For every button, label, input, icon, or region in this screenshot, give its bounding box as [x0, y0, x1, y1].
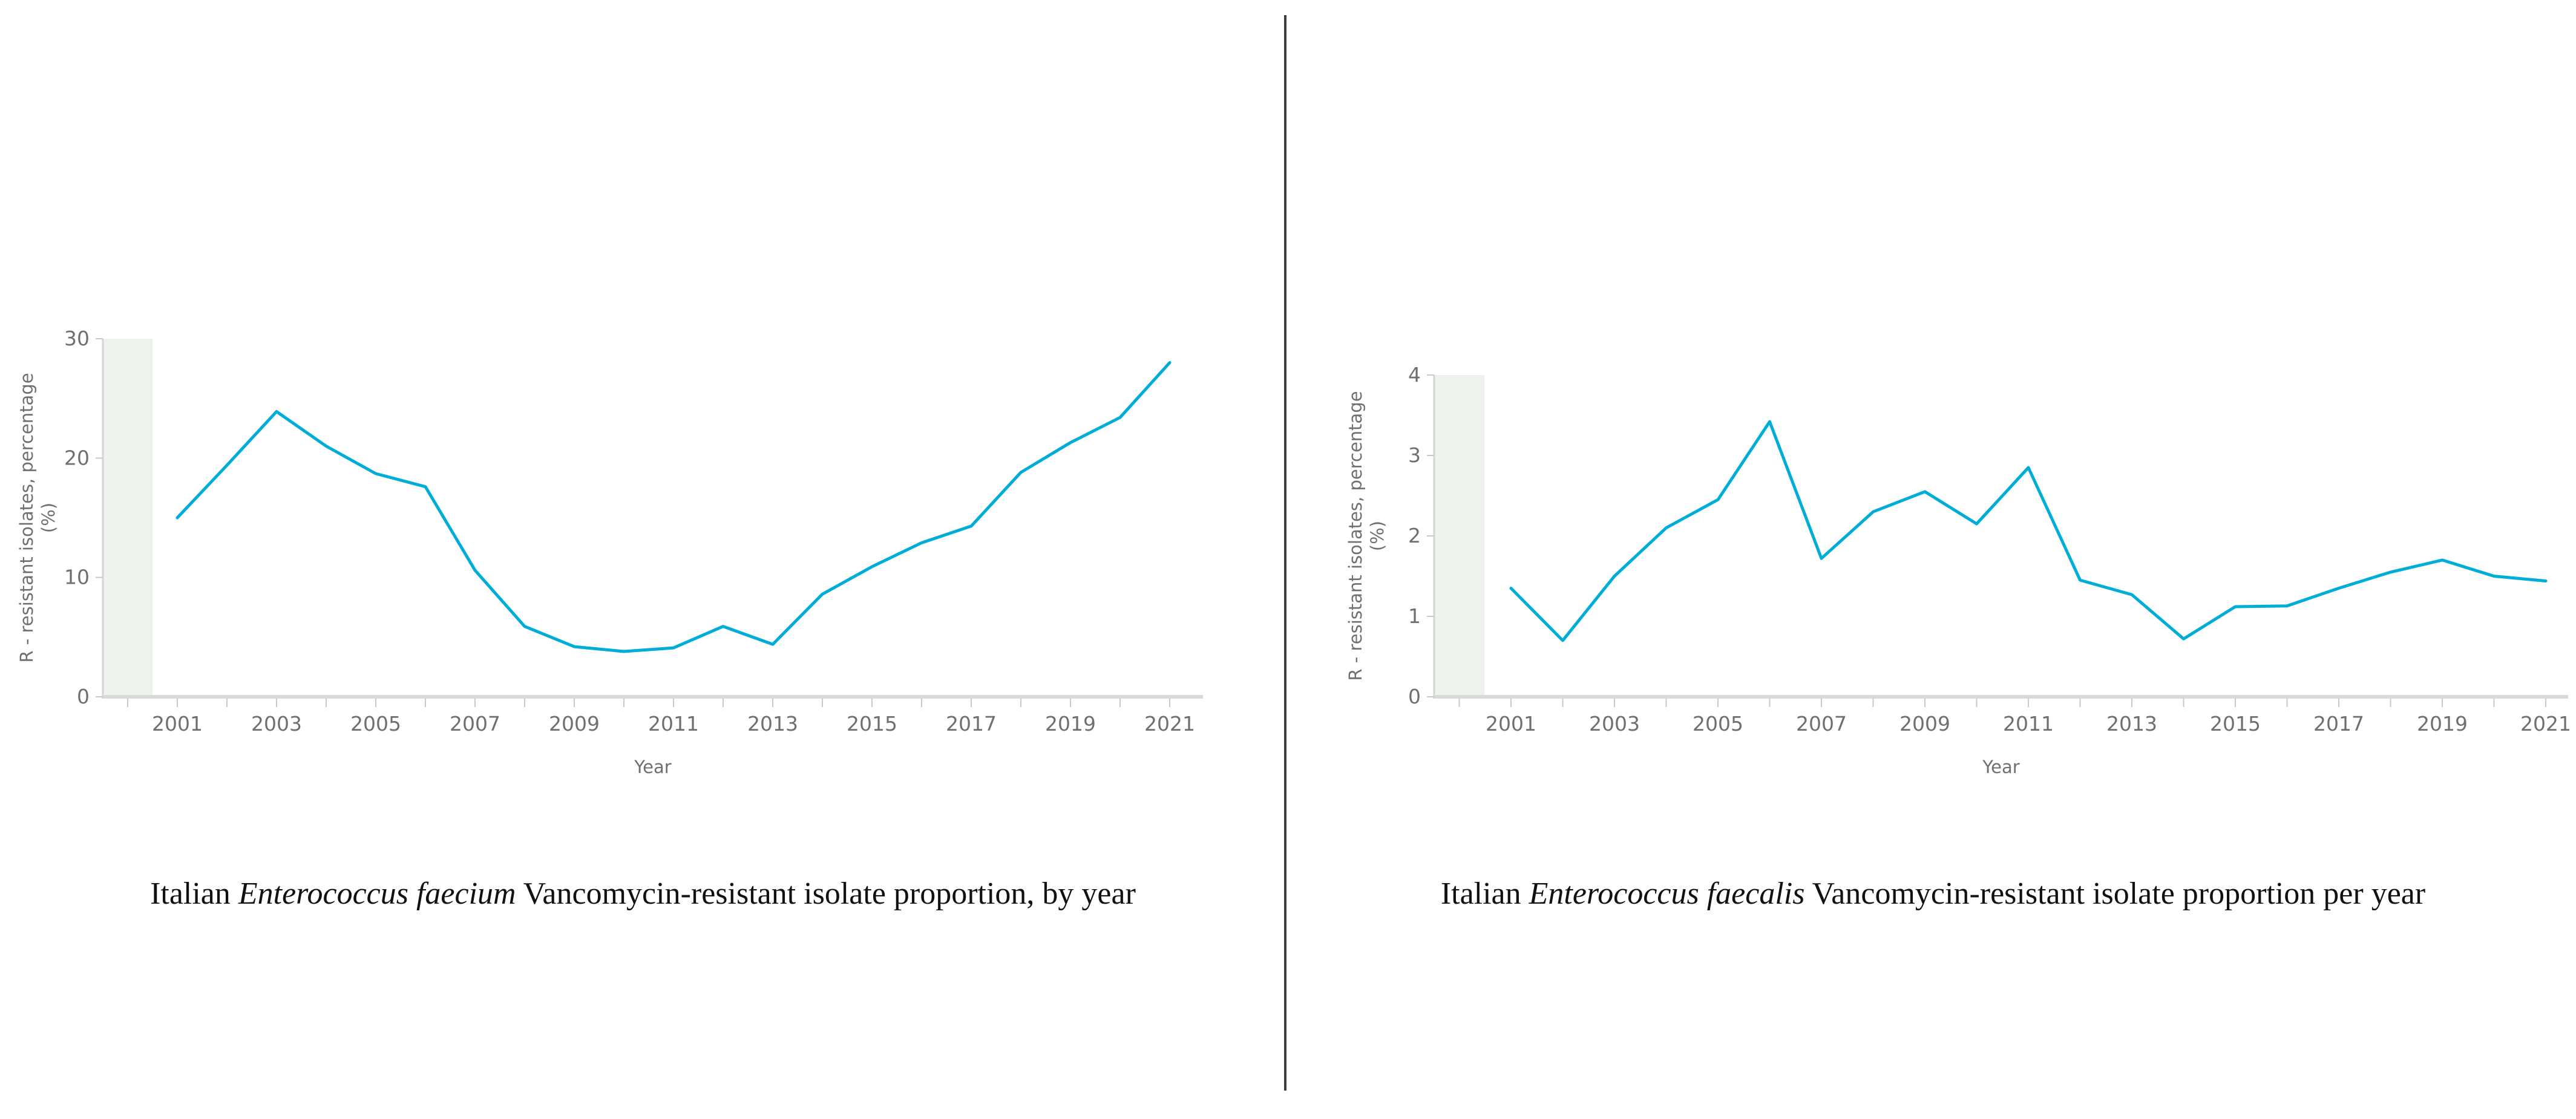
x-tick-label: 2009 [549, 712, 600, 736]
y-tick-label: 4 [1408, 363, 1421, 387]
x-tick-label: 2001 [152, 712, 203, 736]
x-tick-label: 2019 [2417, 712, 2468, 736]
faecium-chart-panel: 0 10 20 30 2001 2003 2005 2007 2009 2011 2013 2015 2… [0, 0, 1286, 1119]
y-tick-label: 3 [1408, 443, 1421, 467]
x-tick-label: 2007 [450, 712, 500, 736]
x-tick-label: 2007 [1796, 712, 1847, 736]
x-tick-label: 2015 [847, 712, 897, 736]
x-tick-label: 2021 [1144, 712, 1195, 736]
x-tick-label: 2015 [2210, 712, 2261, 736]
x-tick-label: 2013 [2106, 712, 2157, 736]
y-tick-label: 20 [64, 446, 90, 469]
caption-suffix: Vancomycin-resistant isolate proportion … [1804, 876, 2426, 911]
x-tick-label: 2017 [946, 712, 997, 736]
y-tick-label: 0 [1408, 685, 1421, 708]
x-tick-label: 2013 [747, 712, 798, 736]
x-tick-label: 2011 [648, 712, 699, 736]
faecalis-line-chart: 0 1 2 3 4 2001 2003 2005 2007 2009 2011 2013 2015 201… [1345, 363, 2571, 777]
pre-data-shaded-band [1434, 375, 1484, 697]
x-tick-label: 2003 [1589, 712, 1640, 736]
x-tick-label: 2003 [251, 712, 302, 736]
y-tick-label: 30 [64, 327, 90, 350]
resistance-trend-line [175, 361, 1172, 653]
resistance-trend-line [1509, 420, 2548, 642]
x-tick-label: 2017 [2313, 712, 2364, 736]
x-tick-label: 2021 [2520, 712, 2571, 736]
caption-species-italic: Enterococcus faecalis [1529, 876, 1805, 911]
faecalis-chart-panel: 0 1 2 3 4 2001 2003 2005 2007 2009 2011 2013 2015 201… [1290, 0, 2576, 1119]
x-axis-title: Year [1982, 757, 2019, 777]
x-tick-label: 2011 [2003, 712, 2054, 736]
x-tick-label: 2005 [350, 712, 401, 736]
caption-prefix: Italian [1440, 876, 1529, 911]
caption-suffix: Vancomycin-resistant isolate proportion,… [516, 876, 1136, 911]
faecium-caption: Italian Enterococcus faecium Vancomycin-… [0, 876, 1286, 912]
y-axis-title: R - resistant isolates, percentage(%) [16, 373, 59, 662]
pre-data-shaded-band [103, 339, 152, 697]
vertical-divider-line [1284, 15, 1286, 1091]
y-tick-label: 0 [77, 685, 90, 708]
y-axis-title: R - resistant isolates, percentage(%) [1345, 391, 1388, 680]
y-tick-label: 2 [1408, 524, 1421, 547]
y-tick-label: 10 [64, 566, 90, 589]
x-tick-label: 2009 [1899, 712, 1950, 736]
caption-prefix: Italian [150, 876, 238, 911]
faecalis-caption: Italian Enterococcus faecalis Vancomycin… [1290, 876, 2576, 912]
x-tick-label: 2005 [1693, 712, 1743, 736]
x-tick-label: 2001 [1486, 712, 1536, 736]
x-tick-label: 2019 [1045, 712, 1096, 736]
faecium-line-chart: 0 10 20 30 2001 2003 2005 2007 2009 2011 2013 2015 2… [16, 327, 1203, 777]
caption-species-italic: Enterococcus faecium [238, 876, 516, 911]
x-axis-title: Year [634, 757, 671, 777]
y-tick-label: 1 [1408, 604, 1421, 628]
